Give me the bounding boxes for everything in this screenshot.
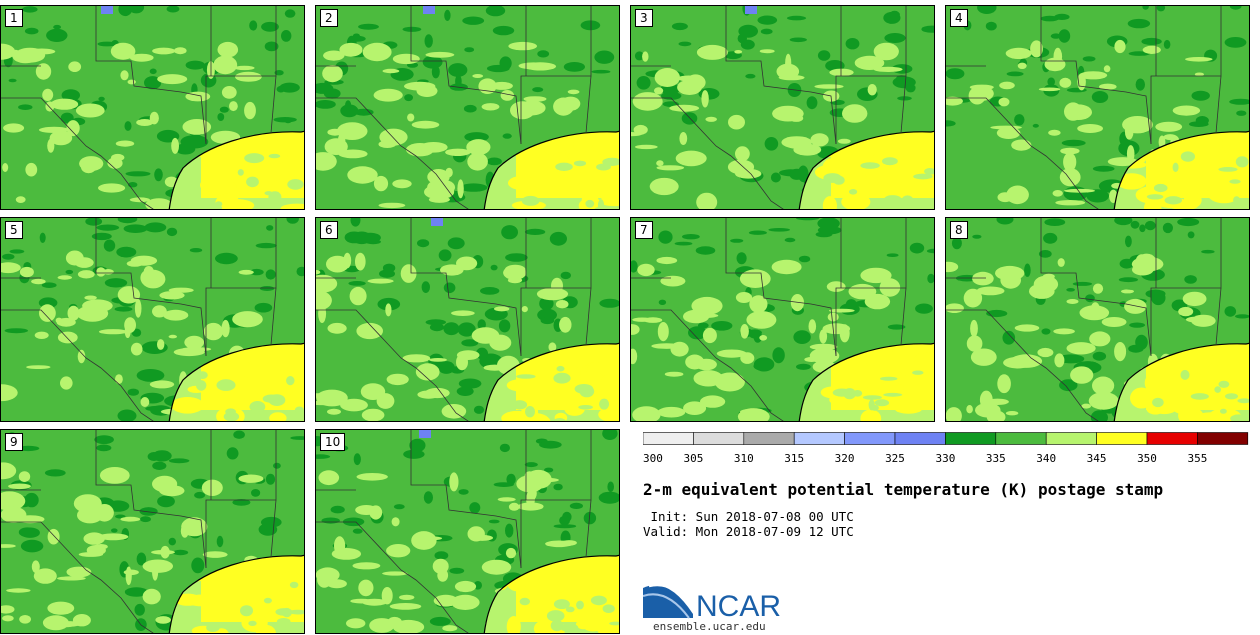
ncar-logo-text: NCAR bbox=[696, 590, 781, 620]
member-number: 8 bbox=[950, 221, 968, 239]
member-number: 2 bbox=[320, 9, 338, 27]
member-number: 10 bbox=[320, 433, 346, 451]
colorbar-tick-label: 345 bbox=[1087, 452, 1107, 465]
colorbar-bin bbox=[844, 432, 896, 445]
colorbar-tick-label: 320 bbox=[835, 452, 855, 465]
colorbar-tick-label: 350 bbox=[1137, 452, 1157, 465]
colorbar-bin bbox=[693, 432, 745, 445]
member-panel-9: 9 bbox=[0, 429, 305, 634]
figure-title: 2-m equivalent potential temperature (K)… bbox=[643, 480, 1164, 499]
member-panel-2: 2 bbox=[315, 5, 620, 210]
member-panel-3: 3 bbox=[630, 5, 935, 210]
valid-time: Valid: Mon 2018-07-09 12 UTC bbox=[643, 524, 854, 539]
colorbar-bin bbox=[743, 432, 795, 445]
colorbar-tick-label: 325 bbox=[885, 452, 905, 465]
colorbar-bin bbox=[1096, 432, 1148, 445]
member-number: 3 bbox=[635, 9, 653, 27]
member-panel-7: 7 bbox=[630, 217, 935, 422]
colorbar-bin bbox=[945, 432, 997, 445]
member-map-2 bbox=[316, 6, 619, 209]
colorbar-tick-label: 330 bbox=[935, 452, 955, 465]
colorbar-tick-label: 300 bbox=[643, 452, 663, 465]
colorbar-tick-label: 315 bbox=[784, 452, 804, 465]
colorbar-tick-label: 355 bbox=[1187, 452, 1207, 465]
init-time: Init: Sun 2018-07-08 00 UTC bbox=[643, 509, 854, 524]
member-map-8 bbox=[946, 218, 1249, 421]
colorbar-bin bbox=[793, 432, 845, 445]
ncar-logo-mark bbox=[643, 583, 695, 619]
member-number: 1 bbox=[5, 9, 23, 27]
member-panel-8: 8 bbox=[945, 217, 1250, 422]
member-map-6 bbox=[316, 218, 619, 421]
member-panel-1: 1 bbox=[0, 5, 305, 210]
member-number: 4 bbox=[950, 9, 968, 27]
member-panel-10: 10 bbox=[315, 429, 620, 634]
member-number: 5 bbox=[5, 221, 23, 239]
colorbar: 300 305 310 315 320 325 330 335 340 345 350 355 bbox=[643, 432, 1249, 465]
colorbar-bin bbox=[894, 432, 946, 445]
member-map-7 bbox=[631, 218, 934, 421]
member-panel-6: 6 bbox=[315, 217, 620, 422]
member-map-1 bbox=[1, 6, 304, 209]
colorbar-tick-label: 335 bbox=[986, 452, 1006, 465]
logo-url: ensemble.ucar.edu bbox=[653, 620, 766, 633]
colorbar-tick-label: 340 bbox=[1036, 452, 1056, 465]
member-map-4 bbox=[946, 6, 1249, 209]
member-map-9 bbox=[1, 430, 304, 633]
member-number: 9 bbox=[5, 433, 23, 451]
ncar-logo: NCAR bbox=[643, 583, 781, 620]
colorbar-tick-label: 305 bbox=[683, 452, 703, 465]
member-map-5 bbox=[1, 218, 304, 421]
colorbar-tick-label: 310 bbox=[734, 452, 754, 465]
colorbar-bin bbox=[643, 432, 694, 445]
member-panel-4: 4 bbox=[945, 5, 1250, 210]
colorbar-bin bbox=[1197, 432, 1249, 445]
member-number: 7 bbox=[635, 221, 653, 239]
member-number: 6 bbox=[320, 221, 338, 239]
colorbar-bin bbox=[1045, 432, 1097, 445]
member-panel-5: 5 bbox=[0, 217, 305, 422]
member-map-3 bbox=[631, 6, 934, 209]
colorbar-bin bbox=[995, 432, 1047, 445]
colorbar-bin bbox=[1146, 432, 1198, 445]
member-map-10 bbox=[316, 430, 619, 633]
